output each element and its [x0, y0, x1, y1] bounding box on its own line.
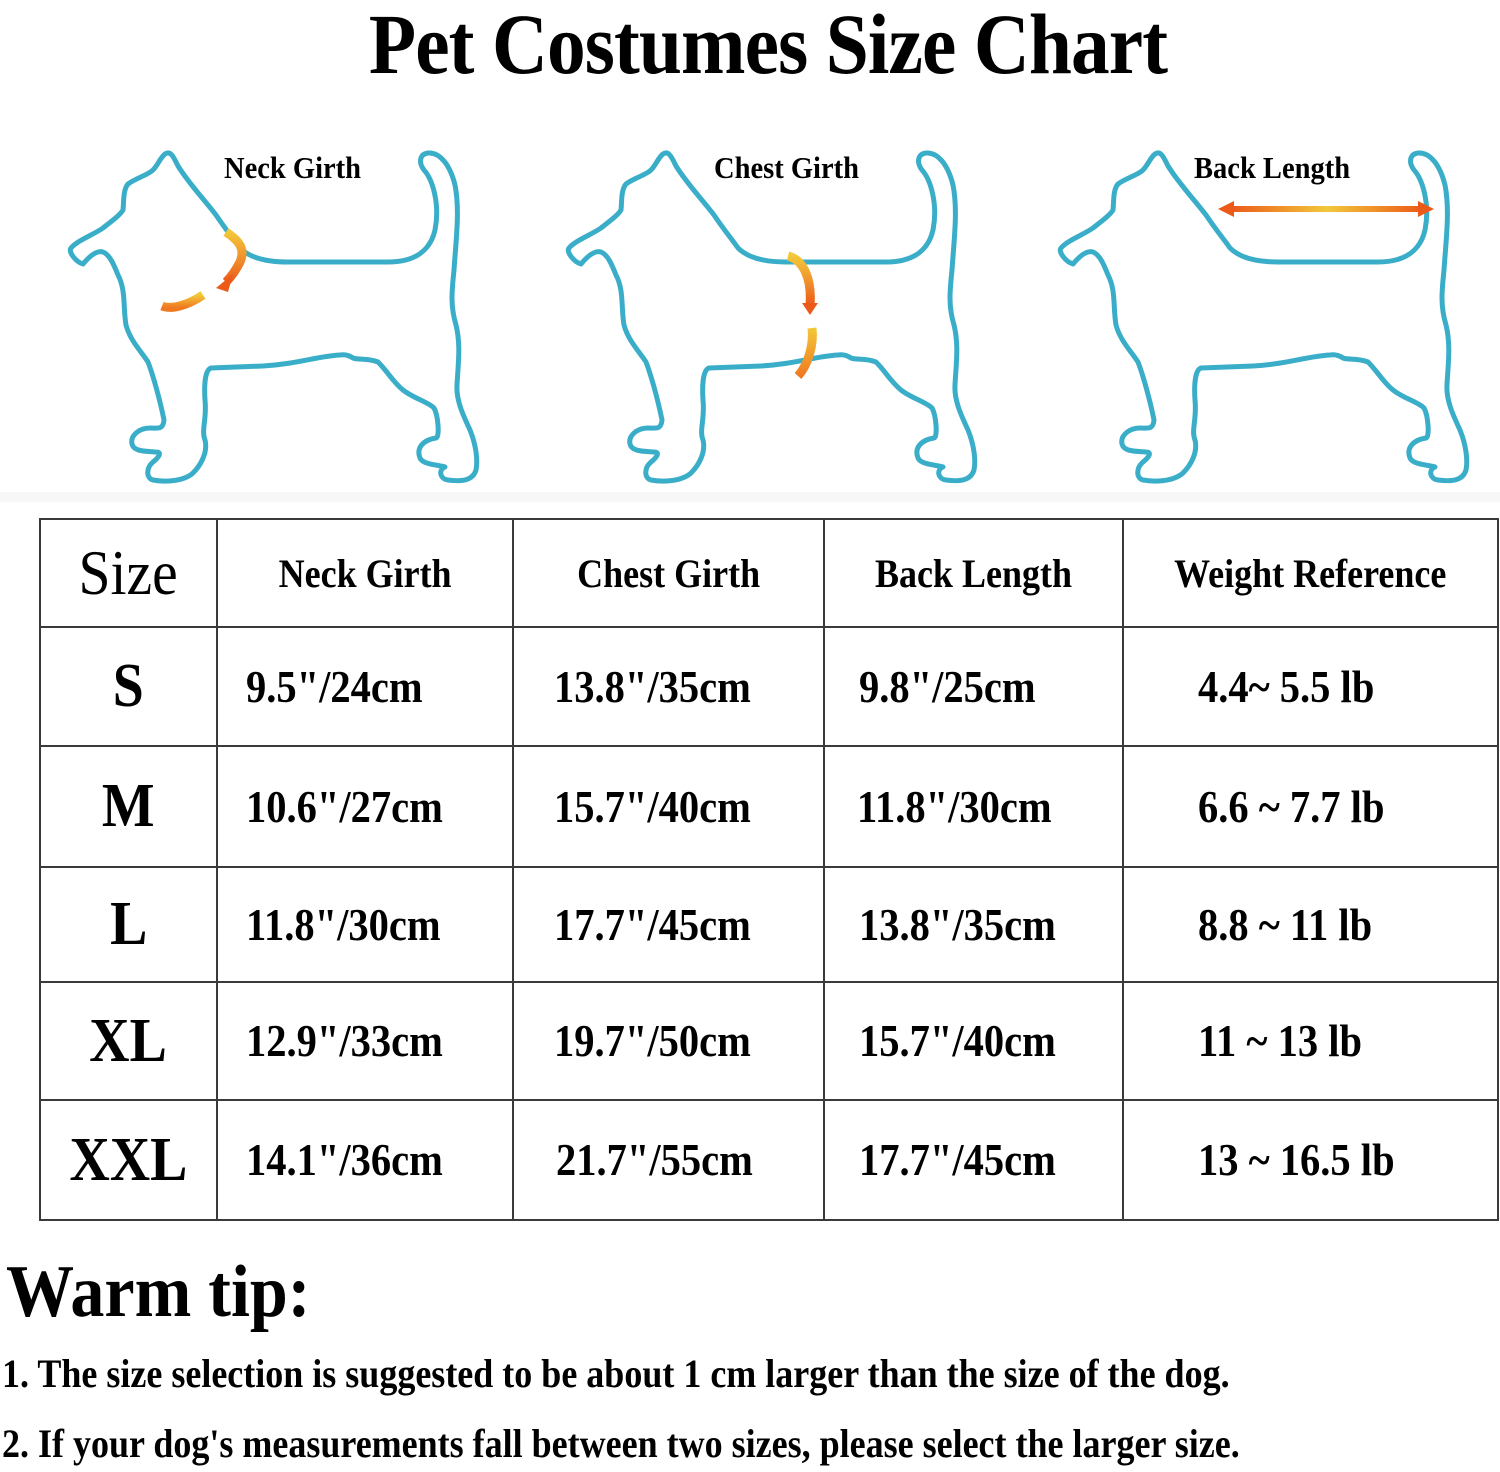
size-cell: L — [39, 866, 218, 983]
size-cell: XL — [39, 981, 218, 1101]
table-row: M 10.6"/27cm 15.7"/40cm 11.8"/30cm 6.6 ~… — [39, 745, 1499, 868]
size-cell: M — [39, 745, 218, 868]
neck-girth-cell: 14.1"/36cm — [216, 1099, 514, 1221]
dog-outline-icon — [1040, 140, 1490, 490]
back-length-cell: 15.7"/40cm — [823, 981, 1124, 1101]
weight-reference-cell: 11 ~ 13 lb — [1122, 981, 1499, 1101]
diagram-label: Back Length — [1194, 150, 1351, 185]
size-cell: XXL — [39, 1099, 218, 1221]
table-row: XXL 14.1"/36cm 21.7"/55cm 17.7"/45cm 13 … — [39, 1099, 1499, 1221]
divider — [0, 492, 1500, 502]
back-length-cell: 11.8"/30cm — [823, 745, 1124, 868]
back-length-double-arrow-icon — [1218, 201, 1434, 217]
tip-item: 2. If your dog's measurements fall betwe… — [2, 1421, 1240, 1466]
size-table: Size Neck Girth Chest Girth Back Length … — [39, 518, 1499, 1221]
weight-reference-cell: 4.4~ 5.5 lb — [1122, 626, 1499, 747]
chest-girth-cell: 21.7"/55cm — [512, 1099, 825, 1221]
diagram-label: Chest Girth — [714, 150, 859, 185]
diagram-chest-girth: Chest Girth — [548, 140, 998, 490]
neck-girth-cell: 10.6"/27cm — [216, 745, 514, 868]
chest-girth-cell: 15.7"/40cm — [512, 745, 825, 868]
tips-title: Warm tip: — [6, 1251, 311, 1333]
column-header-weight-reference: Weight Reference — [1122, 518, 1499, 628]
dog-outline-icon — [50, 140, 500, 490]
neck-girth-cell: 12.9"/33cm — [216, 981, 514, 1101]
chest-girth-cell: 19.7"/50cm — [512, 981, 825, 1101]
neck-girth-arrow-icon — [160, 228, 247, 312]
back-length-cell: 17.7"/45cm — [823, 1099, 1124, 1221]
column-header-size: Size — [39, 518, 218, 628]
chest-girth-arrow-icon — [786, 251, 818, 380]
column-header-neck-girth: Neck Girth — [216, 518, 514, 628]
column-header-chest-girth: Chest Girth — [512, 518, 825, 628]
diagram-label: Neck Girth — [224, 150, 362, 185]
column-header-back-length: Back Length — [823, 518, 1124, 628]
weight-reference-cell: 8.8 ~ 11 lb — [1122, 866, 1499, 983]
chest-girth-cell: 13.8"/35cm — [512, 626, 825, 747]
table-row: XL 12.9"/33cm 19.7"/50cm 15.7"/40cm 11 ~… — [39, 981, 1499, 1101]
chest-girth-cell: 17.7"/45cm — [512, 866, 825, 983]
weight-reference-cell: 13 ~ 16.5 lb — [1122, 1099, 1499, 1221]
table-header-row: Size Neck Girth Chest Girth Back Length … — [39, 518, 1499, 628]
diagram-neck-girth: Neck Girth — [50, 140, 500, 490]
tip-item: 1. The size selection is suggested to be… — [2, 1351, 1230, 1396]
size-cell: S — [39, 626, 218, 747]
diagram-back-length: Back Length — [1040, 140, 1490, 490]
page-title: Pet Costumes Size Chart — [368, 0, 1168, 92]
back-length-cell: 9.8"/25cm — [823, 626, 1124, 747]
table-row: L 11.8"/30cm 17.7"/45cm 13.8"/35cm 8.8 ~… — [39, 866, 1499, 983]
table-row: S 9.5"/24cm 13.8"/35cm 9.8"/25cm 4.4~ 5.… — [39, 626, 1499, 747]
back-length-cell: 13.8"/35cm — [823, 866, 1124, 983]
weight-reference-cell: 6.6 ~ 7.7 lb — [1122, 745, 1499, 868]
neck-girth-cell: 9.5"/24cm — [216, 626, 514, 747]
dog-outline-icon — [548, 140, 998, 490]
neck-girth-cell: 11.8"/30cm — [216, 866, 514, 983]
